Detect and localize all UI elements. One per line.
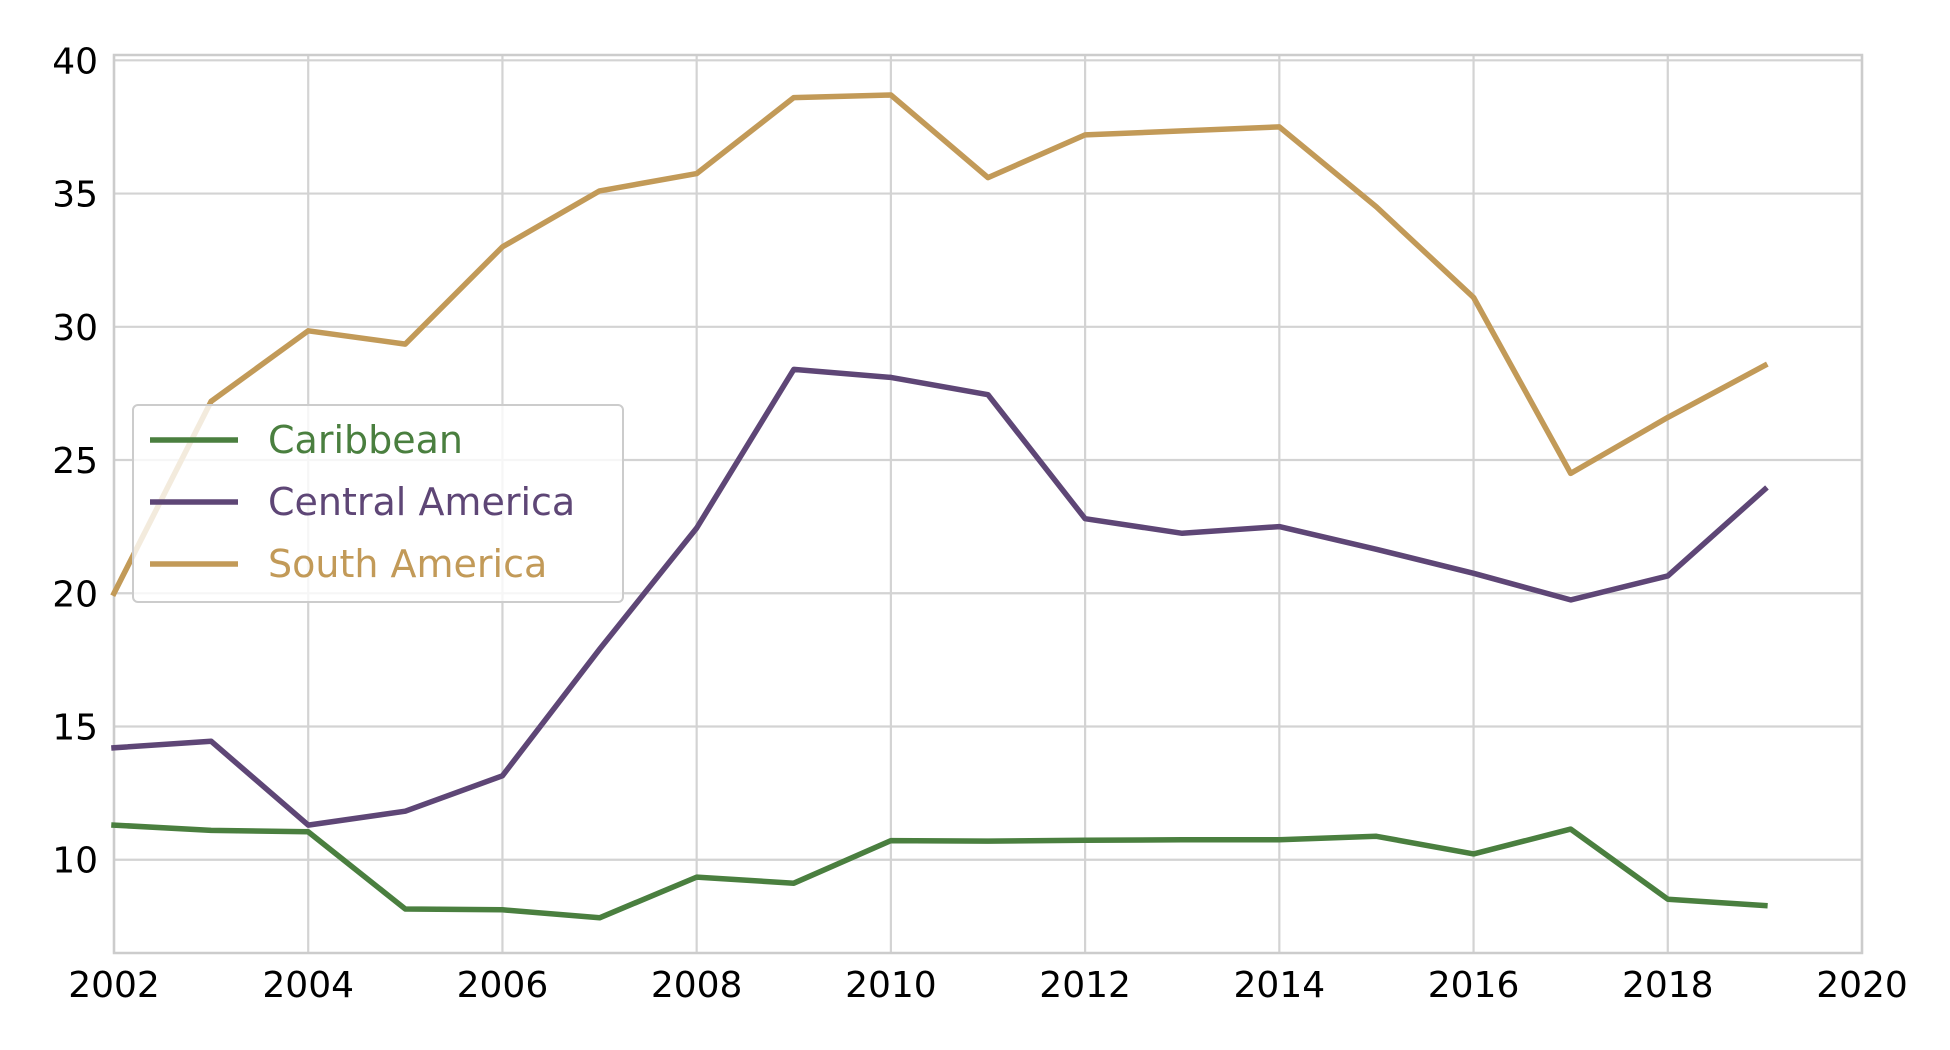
y-tick-label: 15 (52, 708, 98, 749)
x-tick-label: 2008 (651, 965, 743, 1006)
x-tick-label: 2006 (457, 965, 549, 1006)
grid (112, 55, 1864, 953)
y-tick-label: 30 (52, 308, 98, 349)
x-tick-label: 2002 (68, 965, 160, 1006)
legend-box (132, 404, 624, 603)
legend: Caribbean Central America South America (132, 404, 624, 603)
x-tick-label: 2016 (1428, 965, 1520, 1006)
series-lines (110, 92, 1769, 921)
x-tick-label: 2014 (1234, 965, 1326, 1006)
x-axis-ticks: 2002 2004 2006 2008 2010 2012 2014 2016 2018 2020 (68, 965, 1908, 1006)
series-line-south-america (110, 92, 1769, 597)
plot-frame (112, 53, 1864, 955)
y-tick-label: 25 (52, 441, 98, 482)
series-line-central-america (111, 366, 1769, 828)
x-tick-label: 2020 (1816, 965, 1908, 1006)
y-tick-label: 35 (52, 175, 98, 216)
x-tick-label: 2012 (1039, 965, 1131, 1006)
y-tick-label: 40 (52, 41, 98, 82)
legend-entry-label: Caribbean (268, 418, 463, 462)
legend-entry-label: South America (268, 542, 547, 586)
legend-entry-label: Central America (268, 480, 575, 524)
x-tick-label: 2004 (262, 965, 354, 1006)
plot-border (112, 53, 1864, 955)
x-tick-label: 2018 (1622, 965, 1714, 1006)
y-axis-ticks: 10 15 20 25 30 35 40 (52, 41, 98, 881)
y-tick-label: 20 (52, 574, 98, 615)
series-line-caribbean (111, 822, 1768, 921)
x-tick-label: 2010 (845, 965, 937, 1006)
y-tick-label: 10 (52, 841, 98, 882)
